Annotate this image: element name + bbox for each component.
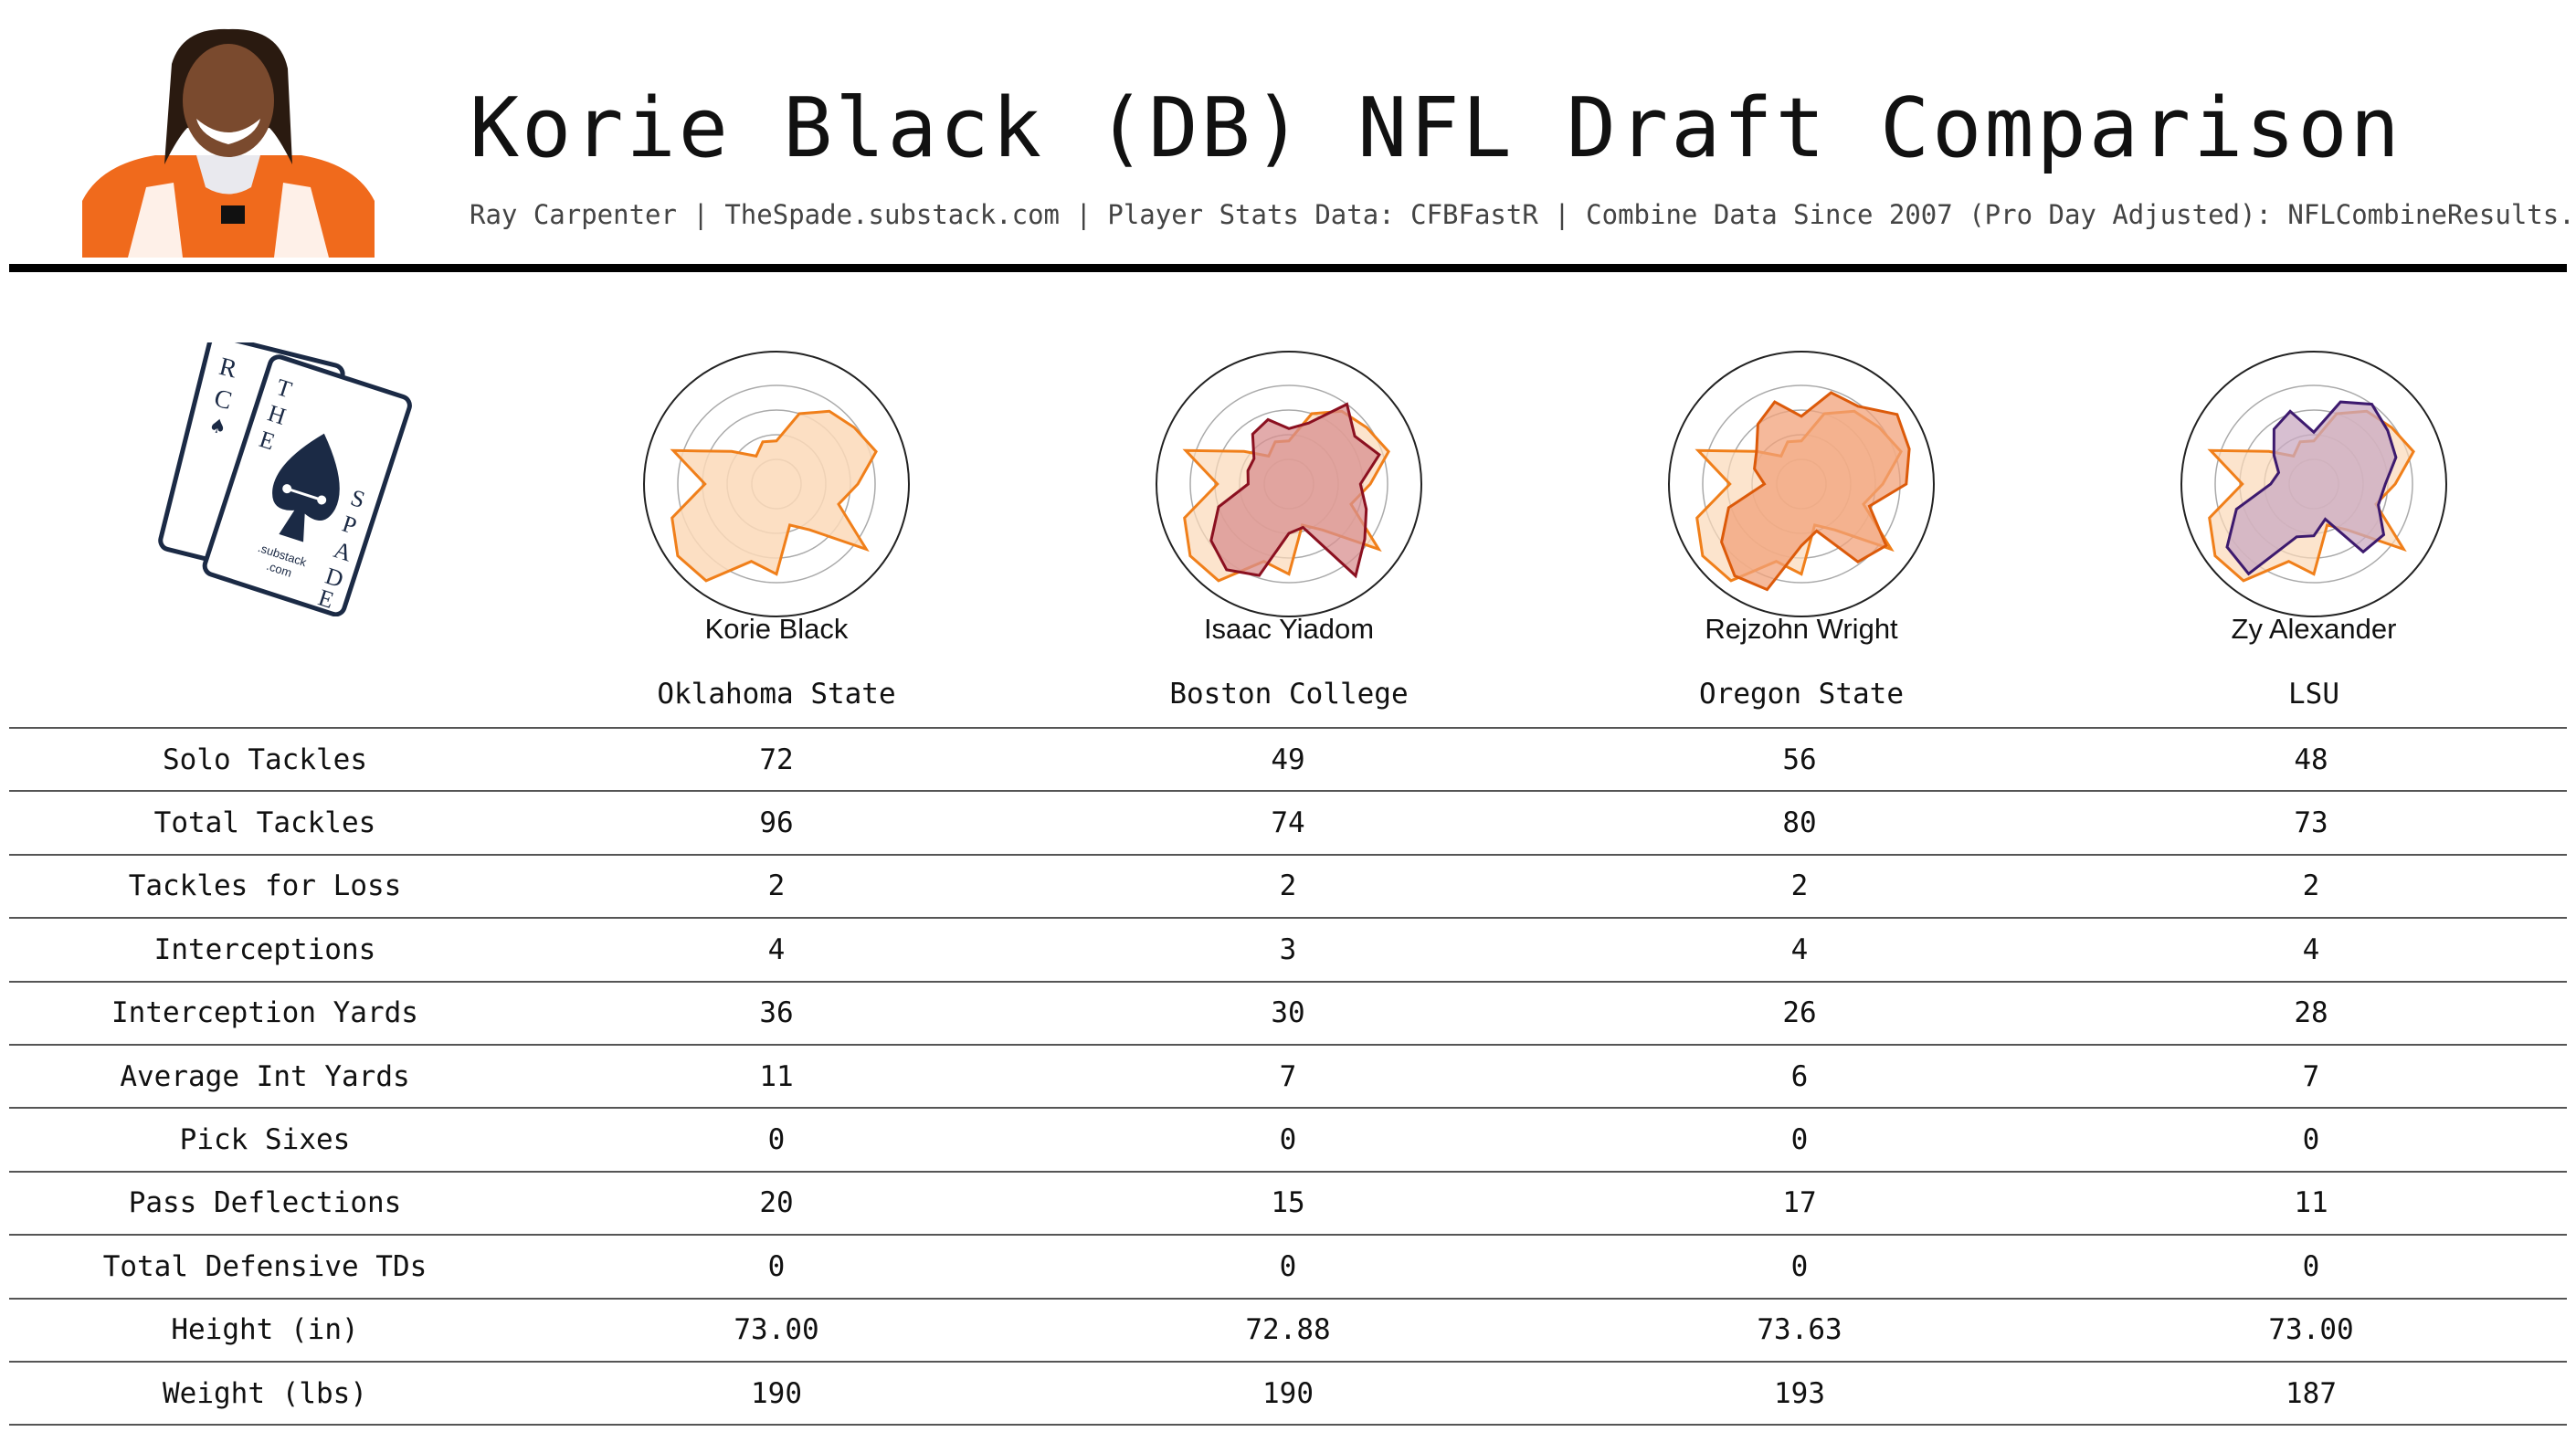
table-row: Solo Tackles 72 49 56 48 [9,728,2567,791]
page-subtitle: Ray Carpenter | TheSpade.substack.com | … [470,199,2576,230]
stat-value: 4 [1790,932,1809,966]
stat-value: 3 [1279,932,1297,966]
player-name: Isaac Yiadom [1203,613,1375,645]
stat-value: 26 [1782,996,1817,1030]
stat-label: Pick Sixes [179,1123,351,1157]
radar-chart-isaac-yiadom [1152,347,1426,621]
table-row: Total Defensive TDs 0 0 0 0 [9,1235,2567,1298]
table-row: Pick Sixes 0 0 0 0 [9,1108,2567,1171]
header-divider [9,264,2567,272]
stat-label: Tackles for Loss [128,869,402,903]
stat-value: 0 [1279,1123,1297,1157]
stat-value: 193 [1774,1376,1825,1410]
stat-value: 20 [759,1186,794,1220]
stat-value: 72.88 [1245,1313,1331,1347]
stat-value: 30 [1271,996,1305,1030]
stat-value: 187 [2286,1376,2337,1410]
stat-value: 7 [1279,1059,1297,1093]
player-school: Oklahoma State [657,678,896,711]
table-row: Interception Yards 36 30 26 28 [9,981,2567,1045]
stat-value: 15 [1271,1186,1305,1220]
stat-label: Average Int Yards [120,1059,410,1093]
stat-label: Weight (lbs) [163,1376,367,1410]
stats-table: Solo Tackles 72 49 56 48 Total Tackles 96 74 80 7… [9,727,2567,1426]
stat-value: 6 [1790,1059,1809,1093]
stat-value: 74 [1271,806,1305,840]
radar-series [670,409,878,583]
stat-label: Interceptions [153,932,376,966]
stat-value: 190 [751,1376,802,1410]
radar-series [1209,402,1381,579]
player-school: Oregon State [1699,678,1904,711]
stat-value: 73.00 [734,1313,819,1347]
the-spade-logo: R C ♠ T H E S P A D E .substack .com [158,342,412,616]
player-name: Korie Black [704,613,849,645]
stat-value: 17 [1782,1186,1817,1220]
radar-series [1720,391,1911,592]
stat-value: 73.63 [1757,1313,1842,1347]
stat-value: 11 [759,1059,794,1093]
stat-value: 96 [759,806,794,840]
table-row: Average Int Yards 11 7 6 7 [9,1044,2567,1108]
radar-gridline [1189,384,1388,584]
radar-series [2225,400,2398,576]
stat-value: 0 [1279,1249,1297,1283]
stat-value: 0 [1790,1123,1809,1157]
page-title: Korie Black (DB) NFL Draft Comparison [470,80,2402,176]
radar-chart-korie-black [639,347,913,621]
stat-value: 0 [767,1123,786,1157]
stat-value: 36 [759,996,794,1030]
stat-label: Height (in) [171,1313,359,1347]
stat-value: 0 [2302,1123,2320,1157]
stat-label: Pass Deflections [128,1186,402,1220]
table-row: Total Tackles 96 74 80 73 [9,791,2567,854]
stat-label: Interception Yards [111,996,418,1030]
stat-value: 72 [759,742,794,776]
stat-value: 0 [767,1249,786,1283]
stat-value: 49 [1271,742,1305,776]
stat-value: 48 [2294,742,2328,776]
table-row: Interceptions 4 3 4 4 [9,918,2567,981]
player-school: LSU [2288,678,2339,711]
stat-value: 0 [2302,1249,2320,1283]
table-row: Pass Deflections 20 15 17 11 [9,1171,2567,1235]
svg-text:♠: ♠ [207,412,227,442]
stat-value: 80 [1782,806,1817,840]
radar-gridline [677,384,876,584]
radar-chart-zy-alexander [2177,347,2451,621]
table-row: Tackles for Loss 2 2 2 2 [9,854,2567,918]
player-headshot-image [82,28,375,258]
stat-value: 2 [1279,869,1297,903]
stat-label: Solo Tackles [163,742,367,776]
stat-value: 11 [2294,1186,2328,1220]
table-row: Height (in) 73.00 72.88 73.63 73.00 [9,1298,2567,1362]
player-name: Zy Alexander [2231,613,2397,645]
stat-value: 0 [1790,1249,1809,1283]
radar-gridline [2214,384,2413,584]
stat-value: 7 [2302,1059,2320,1093]
table-row: Weight (lbs) 190 190 193 187 [9,1361,2567,1426]
stat-value: 2 [767,869,786,903]
stat-label: Total Tackles [153,806,376,840]
stat-value: 56 [1782,742,1817,776]
stat-value: 28 [2294,996,2328,1030]
stat-value: 190 [1262,1376,1314,1410]
stat-value: 4 [767,932,786,966]
stat-value: 2 [2302,869,2320,903]
stat-value: 73.00 [2268,1313,2354,1347]
player-school: Boston College [1169,678,1409,711]
stat-value: 2 [1790,869,1809,903]
radar-chart-rejzohn-wright [1664,347,1938,621]
stat-value: 73 [2294,806,2328,840]
player-name: Rejzohn Wright [1705,613,1898,645]
stat-label: Total Defensive TDs [102,1249,428,1283]
stat-value: 4 [2302,932,2320,966]
